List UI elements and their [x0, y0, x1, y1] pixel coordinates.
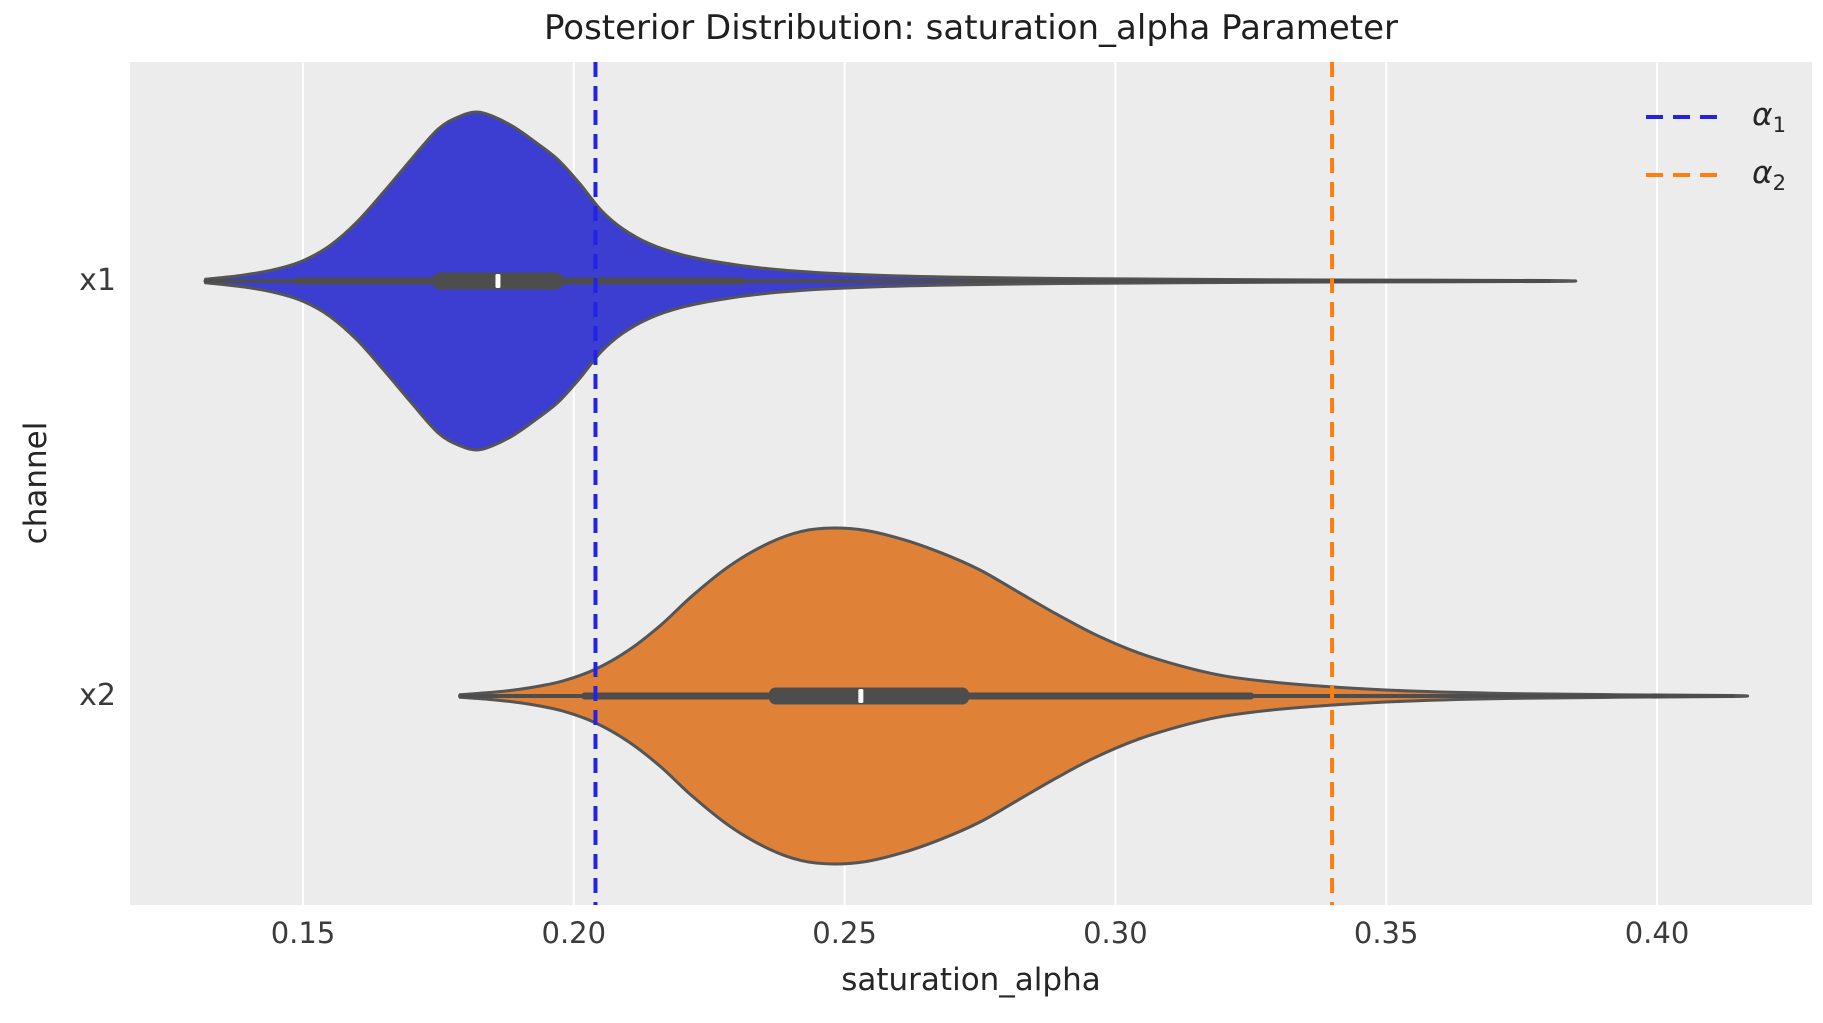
x-axis-label: saturation_alpha	[841, 962, 1101, 998]
plot-area: α1 α2	[130, 62, 1812, 905]
legend-label-alpha1: α1	[1752, 96, 1786, 138]
y-tick-label-x1: x1	[79, 263, 116, 298]
alpha2-dashed-line-swatch	[1646, 173, 1727, 177]
y-axis-label: channel	[18, 421, 54, 545]
legend-entry-alpha1: α1	[1646, 88, 1786, 146]
legend-label-alpha2: α2	[1752, 154, 1786, 196]
x-tick-label: 0.15	[270, 916, 336, 950]
x-tick-label: 0.30	[1083, 916, 1148, 950]
violin-plot-canvas	[203, 62, 1750, 905]
legend: α1 α2	[1646, 88, 1786, 204]
legend-entry-alpha2: α2	[1646, 146, 1786, 204]
median-line-x1	[495, 274, 501, 288]
x-tick-label: 0.20	[541, 916, 607, 950]
x-tick-label: 0.40	[1624, 916, 1690, 950]
alpha1-dashed-line-swatch	[1646, 115, 1727, 119]
median-line-x2	[858, 689, 864, 703]
chart-title: Posterior Distribution: saturation_alpha…	[543, 8, 1398, 48]
x-tick-label: 0.25	[812, 916, 877, 950]
y-tick-label-x2: x2	[79, 678, 116, 713]
iqr-box-x2	[768, 687, 970, 705]
x-tick-label: 0.35	[1353, 916, 1419, 950]
